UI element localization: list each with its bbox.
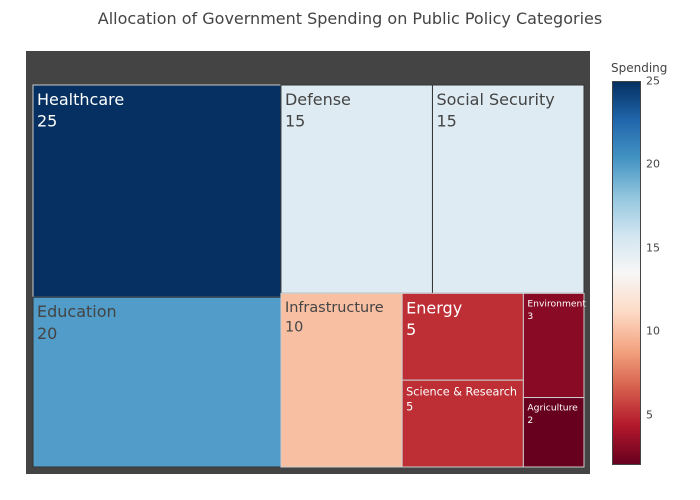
colorbar-title: Spending [611,61,668,75]
tile-rect-education [32,296,282,468]
chart-title: Allocation of Government Spending on Pub… [97,9,603,28]
tile-rect-defense [280,84,433,294]
tile-label-defense: Defense [285,90,351,109]
tile-science-research[interactable]: Science & Research 5 [401,379,524,468]
tile-education[interactable]: Education 20 [32,296,282,468]
tile-value-agriculture: 2 [527,415,533,426]
tile-rect-agriculture [522,397,585,468]
tile-label-social-security: Social Security [436,90,554,109]
tile-social-security[interactable]: Social Security 15 [431,84,585,294]
tile-value-defense: 15 [285,112,305,131]
colorbar-tick-label: 5 [646,408,653,422]
colorbar [612,81,641,465]
tile-rect-science-research [401,379,524,468]
tile-defense[interactable]: Defense 15 [280,84,433,294]
tile-value-education: 20 [37,324,57,343]
tile-infrastructure[interactable]: Infrastructure 10 [280,292,403,468]
tile-label-agriculture: Agriculture [527,403,578,414]
tile-label-environment: Environment [527,299,586,310]
tile-label-science-research: Science & Research [406,385,517,398]
tile-label-healthcare: Healthcare [37,90,124,109]
tile-label-energy: Energy [406,298,462,317]
tile-label-infrastructure: Infrastructure [285,300,384,316]
tile-healthcare[interactable]: Healthcare 25 [32,84,282,298]
tile-value-science-research: 5 [406,401,413,414]
tile-value-infrastructure: 10 [285,319,303,335]
colorbar-tick-label: 20 [646,157,660,171]
colorbar-tick-label: 25 [646,74,660,88]
colorbar-tick-label: 15 [646,241,660,255]
tile-rect-healthcare [32,84,282,298]
tile-rect-social-security [431,84,585,294]
tile-value-energy: 5 [406,320,416,339]
tile-value-social-security: 15 [436,112,456,131]
tile-value-healthcare: 25 [37,112,57,131]
tile-rect-infrastructure [280,292,403,468]
tile-label-education: Education [37,302,117,321]
tile-energy[interactable]: Energy 5 [401,292,524,381]
colorbar-tick-label: 10 [646,324,660,338]
tile-value-environment: 3 [527,311,533,322]
